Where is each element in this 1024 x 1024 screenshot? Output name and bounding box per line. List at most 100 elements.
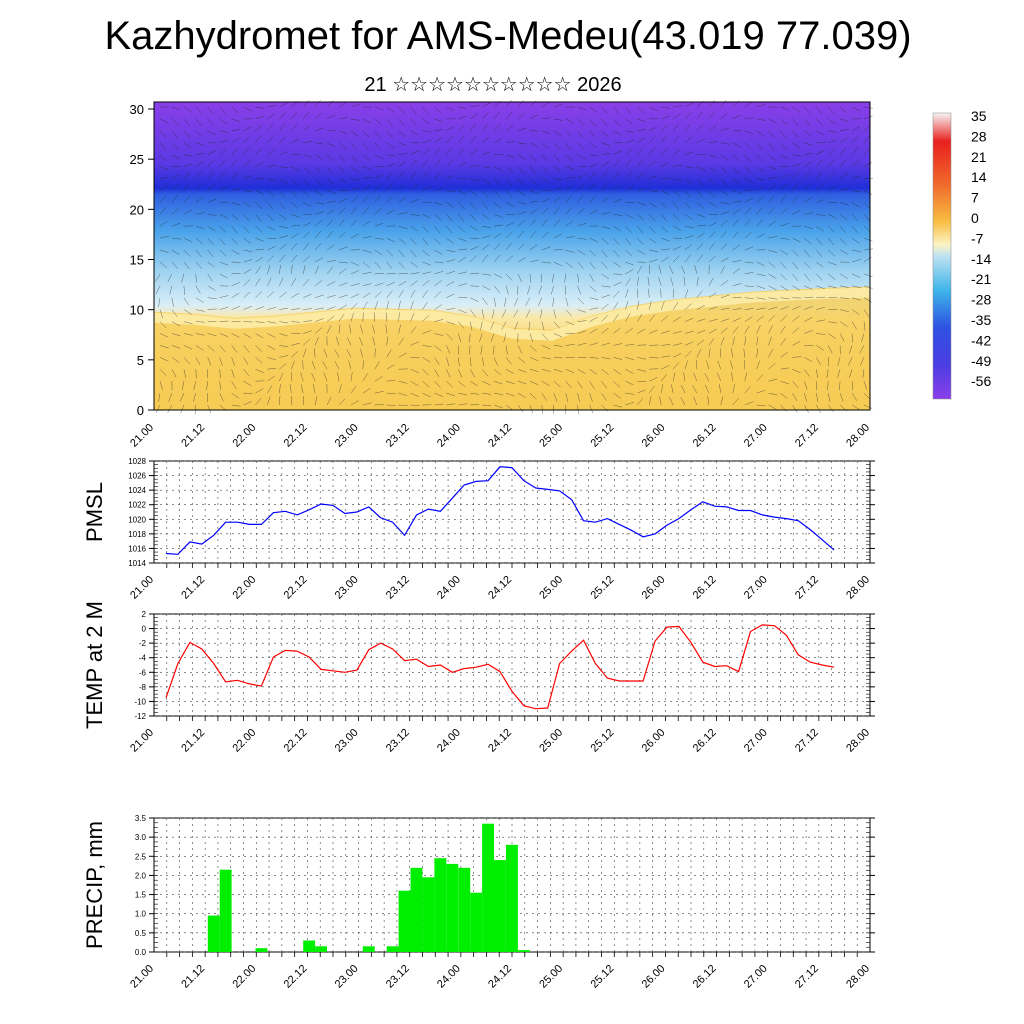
wind-arrow [732,397,739,406]
wind-arrow [565,154,573,161]
wind-arrow [792,273,799,282]
wind-arrow [255,266,261,275]
wind-arrow [828,226,835,233]
wind-arrow [398,118,405,127]
wind-arrow [684,341,694,346]
wind-arrow [517,99,524,108]
wind-arrow [446,226,453,234]
wind-arrow [446,308,456,310]
wind-arrow [589,404,594,414]
wind-arrow [505,141,515,144]
wind-arrow [768,297,778,300]
wind-arrow [398,312,400,322]
wind-arrow [195,161,204,167]
wind-arrow [704,384,710,394]
wind-arrow [446,175,455,179]
temp-y-tick-label: 0 [142,625,147,634]
wind-arrow [744,117,754,120]
wind-arrow [434,159,441,167]
wind-arrow [804,249,811,258]
wind-arrow [720,202,730,205]
wind-arrow [780,338,787,346]
heatmap-y-tick-label: 5 [137,353,144,368]
wind-arrow [207,130,216,136]
precip-ylabel: PRECIP, mm [82,821,107,949]
wind-arrow [422,249,430,257]
wind-arrow [183,118,190,126]
wind-arrow [649,377,658,382]
wind-arrow [374,222,384,227]
wind-arrow [756,178,766,181]
wind-arrow [564,273,566,283]
wind-arrow [589,381,595,389]
wind-arrow [303,178,309,186]
wind-arrow [720,243,728,251]
wind-arrow [828,139,837,144]
wind-arrow [350,142,357,150]
wind-arrow [732,219,739,227]
wind-arrow [517,202,527,205]
wind-arrow [410,380,419,387]
wind-arrow [517,273,522,283]
wind-arrow [577,261,584,269]
wind-arrow [577,285,581,295]
wind-arrow [159,207,166,215]
wind-arrow [720,190,729,196]
wind-arrow [792,237,801,243]
wind-arrow [494,224,504,227]
x-tick-label-precip: 26.00 [640,963,668,991]
wind-arrow [171,321,180,327]
wind-arrow [470,164,480,167]
wind-arrow [315,307,324,310]
wind-arrow [291,190,298,198]
wind-arrow [291,277,297,286]
wind-arrow [207,308,217,310]
x-tick-label-temp: 26.00 [640,727,668,755]
wind-arrow [505,202,515,207]
wind-arrow [553,381,561,388]
wind-arrow [696,276,699,286]
wind-arrow [613,261,621,268]
wind-arrow [637,265,642,275]
wind-arrow [637,188,647,191]
wind-arrow [374,272,384,275]
wind-arrow [362,360,364,370]
wind-arrow [684,178,693,184]
wind-arrow [744,325,750,334]
wind-arrow [279,112,286,120]
wind-arrow [625,159,632,167]
wind-arrow [804,225,813,230]
wind-arrow [410,225,419,232]
wind-arrow [804,106,811,114]
wind-arrow [851,273,861,278]
wind-arrow [303,278,310,286]
precip-bar [315,946,327,952]
wind-arrow [315,294,324,298]
wind-arrow [577,297,585,305]
wind-arrow [279,235,289,239]
wind-arrow [291,264,293,274]
wind-arrow [804,381,808,390]
wind-arrow [852,285,861,289]
wind-arrow [792,163,801,167]
wind-arrow [362,142,369,150]
wind-arrow [374,154,383,160]
wind-arrow [422,392,431,398]
wind-arrow [720,257,729,263]
pmsl-y-tick-label: 1014 [128,559,146,568]
x-tick-label-precip: 27.12 [793,963,821,991]
wind-arrow [839,273,848,279]
wind-arrow [625,139,634,144]
wind-arrow [816,404,822,413]
wind-arrow [565,195,572,203]
wind-arrow [422,159,429,167]
wind-arrow [231,392,240,399]
precip-bar [434,858,447,952]
wind-arrow [470,245,479,251]
wind-arrow [720,337,725,346]
wind-arrow [386,172,394,179]
wind-arrow [410,199,420,203]
wind-arrow [601,118,608,127]
wind-arrow [398,212,408,215]
